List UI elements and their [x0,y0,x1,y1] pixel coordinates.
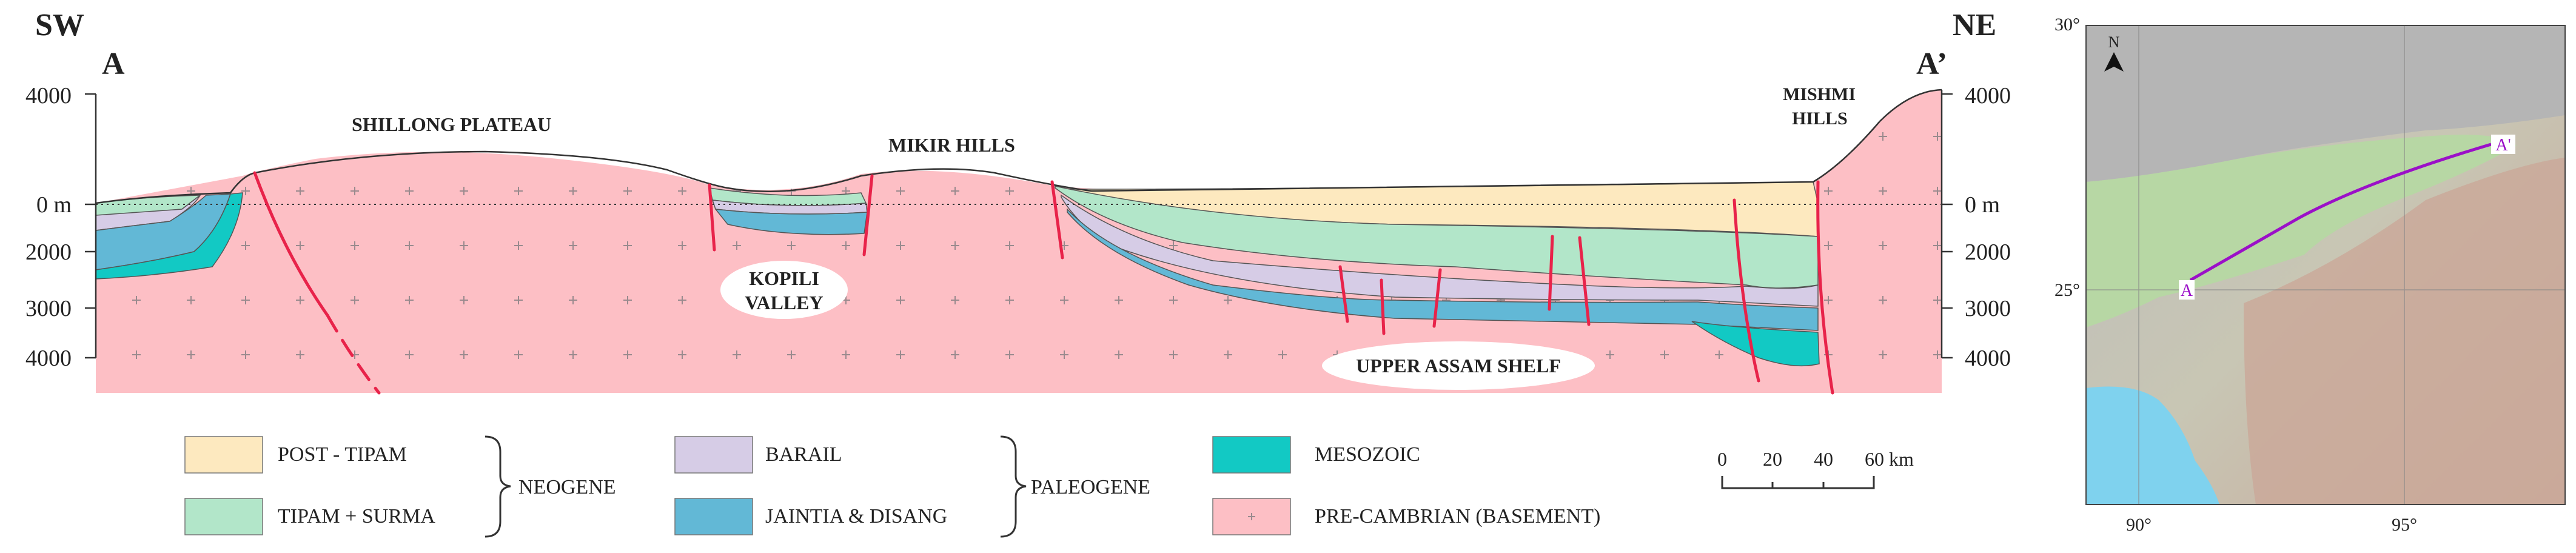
legend-barail: BARAIL [765,443,842,466]
scale-tick-0: 0 [1717,448,1727,470]
swatch-barail [674,436,753,474]
fault-shillong [253,171,329,317]
mesozoic-layer [1691,321,1820,367]
swatch-post-tipam [184,436,263,474]
map-lon-95: 95° [2392,515,2417,535]
legend-neogene: NEOGENE [518,476,616,498]
fault-mishmi-2 [1816,180,1834,395]
legend: POST - TIPAM TIPAM + SURMA NEOGENE BARAI… [184,435,1600,538]
legend-precambrian: PRE-CAMBRIAN (BASEMENT) [1315,505,1600,528]
scale-tick-60: 60 km [1865,448,1914,470]
map-lat-30: 30° [2054,15,2080,35]
legend-mesozoic: MESOZOIC [1315,443,1420,466]
scale-bar: 0 20 40 60 km [1717,448,1914,489]
map-lat-25: 25° [2054,280,2080,300]
tick-right-2000: 2000 [1965,240,2011,265]
swatch-tipam-surma [184,498,263,535]
map-north-label: N [2108,33,2120,51]
jaintia-kopili [714,209,868,235]
label-mikir-hills: MIKIR HILLS [888,134,1015,156]
label-mishmi-line2: HILLS [1792,109,1848,129]
map-section-line [2189,142,2492,282]
jaintia-layer [1067,208,1819,331]
label-sw: SW [35,8,84,42]
fault-shillong-dashed [326,313,381,395]
label-shillong-plateau: SHILLONG PLATEAU [352,113,551,135]
tick-right-4000-top: 4000 [1965,83,2011,109]
tick-left-3000: 3000 [25,296,72,321]
legend-post-tipam: POST - TIPAM [278,443,407,466]
label-kopili-line2: VALLEY [745,292,823,313]
brace-neogene [485,435,511,538]
legend-tipam-surma: TIPAM + SURMA [278,505,435,528]
label-upper-assam-shelf: UPPER ASSAM SHELF [1356,355,1561,377]
label-a-prime: A’ [1916,47,1947,81]
location-map: 30° 25° 90° 95° N A A' [2054,15,2566,535]
map-point-a: A [2181,281,2193,300]
fault-kopili-left [708,183,716,252]
label-kopili-line1: KOPILI [749,267,819,289]
mesozoic-left [95,192,243,280]
map-point-a-prime: A' [2495,136,2511,155]
tick-left-2000: 2000 [25,240,72,265]
tick-left-4000-top: 4000 [25,83,72,109]
legend-paleogene: PALEOGENE [1031,476,1150,498]
tick-right-3000: 3000 [1965,296,2011,321]
brace-paleogene [1000,435,1027,538]
map-sea [2086,386,2219,504]
map-lon-90: 90° [2126,515,2152,535]
tick-right-4000: 4000 [1965,346,2011,371]
fault-kopili-right [862,174,874,256]
tick-left-4000: 4000 [25,346,72,371]
tick-right-0m: 0 m [1965,192,2000,218]
fault-ua-1 [1338,265,1349,323]
swatch-mesozoic [1212,436,1291,474]
topography-line [95,89,1942,204]
tipam-surma-layer [1055,186,1819,289]
fault-ua-2 [1380,278,1386,335]
north-arrow-icon [2104,52,2124,72]
fault-ua-3 [1432,268,1442,328]
fault-mishmi-1 [1732,198,1760,383]
swatch-jaintia [674,498,753,535]
cross-section: 4000 0 m 2000 3000 4000 4000 0 m 2000 30… [25,8,2011,395]
label-a: A [102,47,125,81]
tick-left-0m: 0 m [36,192,72,218]
fault-ua-5 [1578,236,1591,326]
label-mishmi-line1: MISHMI [1783,84,1856,104]
map-highland [2086,25,2565,182]
label-ne: NE [1953,8,1996,42]
legend-jaintia: JAINTIA & DISANG [765,505,947,528]
barail-layer [1061,194,1819,307]
scale-tick-20: 20 [1763,448,1782,470]
fault-ua-4 [1548,235,1554,311]
scale-tick-40: 40 [1814,448,1833,470]
upper-assam-ellipse [1322,341,1595,390]
fault-mikir [1050,180,1064,260]
kopili-ellipse [720,261,848,319]
